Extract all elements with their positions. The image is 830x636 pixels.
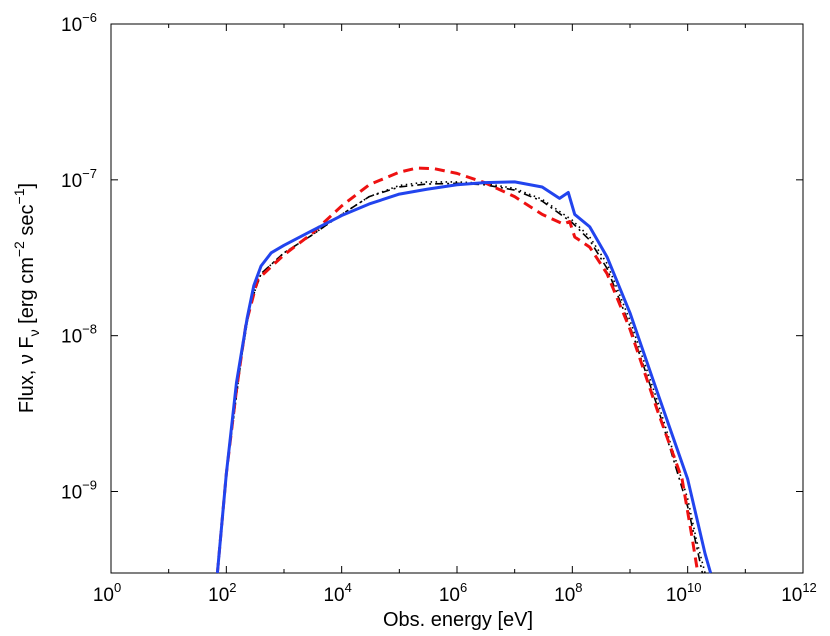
y-label-sec: sec: [16, 204, 38, 241]
x-tick-label: 1010: [666, 580, 702, 606]
series-line-dotted: [216, 181, 706, 574]
plot-frame: [110, 23, 804, 574]
y-label-bracket-close: ]: [16, 183, 38, 189]
x-tick-label: 104: [323, 580, 351, 606]
y-label-nu: ν: [16, 354, 38, 364]
y-label-F: F: [16, 336, 38, 354]
y-label-prefix: Flux,: [16, 364, 38, 413]
y-axis-label: Flux, ν Fν [erg cm−2 sec−1]: [11, 183, 42, 413]
y-label-exp1: −2: [11, 241, 27, 257]
series-line-solid: [215, 180, 713, 574]
y-tick-label: 10−6: [61, 10, 97, 36]
x-tick-label: 1012: [781, 580, 817, 606]
y-tick-label: 10−7: [61, 166, 97, 192]
x-tick-label: 102: [208, 580, 236, 606]
y-axis-ticks: 10−9 10−8 10−7 10−6: [61, 10, 803, 504]
x-axis-label: Obs. energy [eV]: [383, 609, 533, 631]
x-tick-label: 106: [439, 580, 467, 606]
y-tick-label: 10−9: [61, 478, 97, 504]
x-tick-label: 108: [554, 580, 582, 606]
y-label-exp2: −1: [11, 188, 27, 204]
x-axis-ticks: 100 102 104 106 108 1010 1012: [93, 24, 817, 606]
svg-text:Flux, ν Fν [erg cm−2 sec−1]: Flux, ν Fν [erg cm−2 sec−1]: [11, 183, 42, 413]
y-label-bracket-open: [erg cm: [16, 257, 38, 329]
y-tick-label: 10−8: [61, 322, 97, 348]
series-line-dashed: [215, 166, 700, 574]
y-label-sub: ν: [26, 329, 42, 336]
series-layer: [215, 166, 713, 574]
x-tick-label: 100: [93, 580, 121, 606]
